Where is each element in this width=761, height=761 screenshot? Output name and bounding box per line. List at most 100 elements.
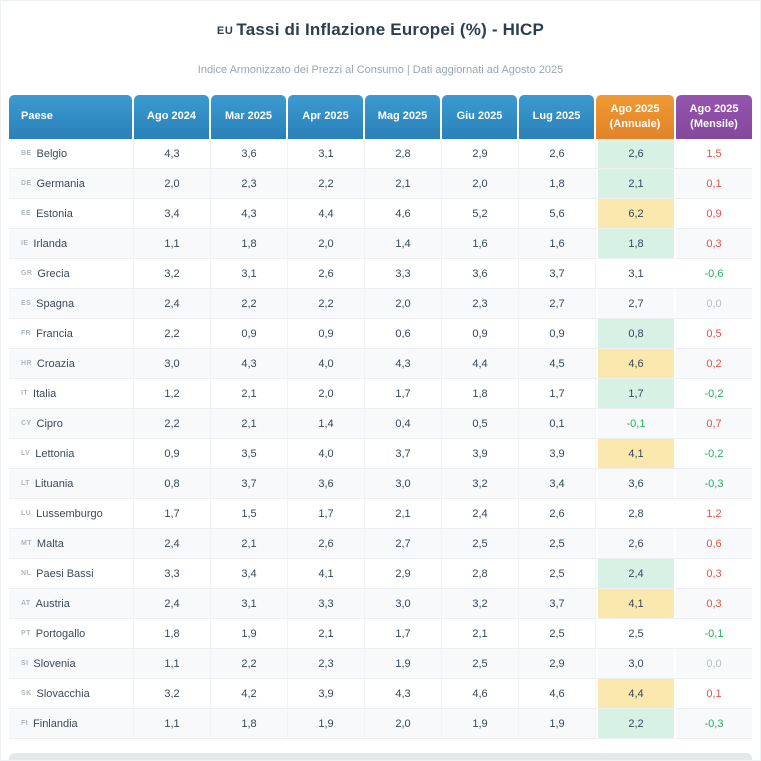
monthly-value-cell: -0,2: [704, 447, 724, 460]
value-cell-lug2025: 3,4: [519, 469, 596, 498]
column-header-ago2025m: Ago 2025 (Mensile): [676, 95, 752, 139]
country-cell: HR Croazia: [9, 349, 134, 378]
country-name: Slovenia: [33, 657, 76, 670]
table-row-es: ES Spagna 2,4 2,2 2,2 2,0 2,3 2,7 2,7 0,0: [9, 289, 752, 319]
value-cell-ago2024: 3,3: [134, 559, 211, 588]
value-cell-mag2025: 2,1: [365, 169, 442, 198]
country-code: DE: [21, 180, 32, 187]
country-cell: IT Italia: [9, 379, 134, 408]
value-cell-ago2024: 2,2: [134, 409, 211, 438]
country-cell: LV Lettonia: [9, 439, 134, 468]
column-header-sublabel: (Mensile): [690, 118, 738, 130]
value-cell-mag2025: 1,9: [365, 649, 442, 678]
value-cell-apr2025: 2,2: [288, 169, 365, 198]
table-row-it: IT Italia 1,2 2,1 2,0 1,7 1,8 1,7 1,7 -0,2: [9, 379, 752, 409]
value-cell-giu2025: 2,8: [442, 559, 519, 588]
value-cell-apr2025: 2,1: [288, 619, 365, 648]
country-name: Spagna: [36, 297, 75, 310]
value-cell-ago2024: 1,1: [134, 229, 211, 258]
value-cell-mag2025: 2,1: [365, 499, 442, 528]
country-name: Finlandia: [33, 717, 78, 730]
value-cell-mag2025: 2,8: [365, 139, 442, 168]
table-row-gr: GR Grecia 3,2 3,1 2,6 3,3 3,6 3,7 3,1 -0,6: [9, 259, 752, 289]
value-cell-apr2025: 1,9: [288, 709, 365, 738]
table-row-lu: LU Lussemburgo 1,7 1,5 1,7 2,1 2,4 2,6 2,8 1,2: [9, 499, 752, 529]
value-cell-giu2025: 5,2: [442, 199, 519, 228]
country-code: IE: [21, 240, 29, 247]
country-name: Lettonia: [35, 447, 75, 460]
monthly-value-cell: 1,5: [706, 147, 722, 160]
country-name: Malta: [36, 537, 64, 550]
value-cell-apr2025: 2,3: [288, 649, 365, 678]
value-cell-apr2025: 4,0: [288, 349, 365, 378]
value-cell-apr2025: 4,0: [288, 439, 365, 468]
value-cell-ago2024: 1,1: [134, 709, 211, 738]
column-header-mag2025: Mag 2025: [365, 95, 440, 139]
monthly-value-cell: 0,1: [706, 177, 722, 190]
annual-value-cell: 3,1: [596, 259, 676, 288]
annual-value-cell: 2,7: [596, 289, 676, 318]
value-cell-ago2024: 3,2: [134, 679, 211, 708]
value-cell-lug2025: 0,1: [519, 409, 596, 438]
monthly-value-cell: 1,2: [706, 507, 722, 520]
country-cell: PT Portogallo: [9, 619, 134, 648]
monthly-value-cell: -0,6: [704, 267, 724, 280]
value-cell-giu2025: 2,0: [442, 169, 519, 198]
value-cell-ago2024: 1,2: [134, 379, 211, 408]
table-row-cy: CY Cipro 2,2 2,1 1,4 0,4 0,5 0,1 -0,1 0,7: [9, 409, 752, 439]
column-header-label: Lug 2025: [532, 110, 581, 123]
country-cell: LT Lituania: [9, 469, 134, 498]
value-cell-mag2025: 2,7: [365, 529, 442, 558]
annual-value-cell: 0,8: [596, 319, 676, 348]
country-code: AT: [21, 600, 31, 607]
country-name: Croazia: [36, 357, 75, 370]
value-cell-mag2025: 3,0: [365, 589, 442, 618]
value-cell-ago2024: 3,2: [134, 259, 211, 288]
monthly-value-cell: 0,1: [706, 687, 722, 700]
value-cell-mag2025: 0,6: [365, 319, 442, 348]
value-cell-lug2025: 2,5: [519, 529, 596, 558]
table-row-lt: LT Lituania 0,8 3,7 3,6 3,0 3,2 3,4 3,6 -0,3: [9, 469, 752, 499]
value-cell-giu2025: 2,4: [442, 499, 519, 528]
value-cell-mag2025: 3,0: [365, 469, 442, 498]
value-cell-apr2025: 2,6: [288, 259, 365, 288]
table-row-be: BE Belgio 4,3 3,6 3,1 2,8 2,9 2,6 2,6 1,5: [9, 139, 752, 169]
value-cell-lug2025: 2,5: [519, 559, 596, 588]
monthly-value-cell: 0,9: [706, 207, 722, 220]
table-row-fr: FR Francia 2,2 0,9 0,9 0,6 0,9 0,9 0,8 0,5: [9, 319, 752, 349]
table-row-hr: HR Croazia 3,0 4,3 4,0 4,3 4,4 4,5 4,6 0,2: [9, 349, 752, 379]
value-cell-mar2025: 2,1: [211, 379, 288, 408]
country-name: Belgio: [36, 147, 68, 160]
value-cell-mar2025: 1,5: [211, 499, 288, 528]
value-cell-mar2025: 3,1: [211, 589, 288, 618]
annual-value-cell: 3,6: [596, 469, 676, 498]
value-cell-lug2025: 3,9: [519, 439, 596, 468]
value-cell-mar2025: 4,2: [211, 679, 288, 708]
country-code: FR: [21, 330, 32, 337]
value-cell-mag2025: 3,7: [365, 439, 442, 468]
annual-value-cell: 6,2: [596, 199, 676, 228]
value-cell-mar2025: 3,4: [211, 559, 288, 588]
annual-value-cell: 4,1: [596, 439, 676, 468]
monthly-value-cell: 0,2: [706, 357, 722, 370]
column-header-label: Apr 2025: [302, 110, 349, 123]
country-name: Francia: [36, 327, 73, 340]
column-header-label: Mar 2025: [224, 110, 273, 123]
country-code: NL: [21, 570, 32, 577]
column-header-ago2024: Ago 2024: [134, 95, 209, 139]
monthly-value-cell: 0,7: [706, 417, 722, 430]
table-row-ie: IE Irlanda 1,1 1,8 2,0 1,4 1,6 1,6 1,8 0,3: [9, 229, 752, 259]
value-cell-mag2025: 1,7: [365, 379, 442, 408]
value-cell-apr2025: 4,1: [288, 559, 365, 588]
value-cell-ago2024: 3,0: [134, 349, 211, 378]
column-header-ago2025a: Ago 2025 (Annuale): [596, 95, 674, 139]
country-name: Germania: [36, 177, 85, 190]
country-code: GR: [21, 270, 33, 277]
annual-value-cell: 2,8: [596, 499, 676, 528]
country-code: PT: [21, 630, 31, 637]
table-row-lv: LV Lettonia 0,9 3,5 4,0 3,7 3,9 3,9 4,1 -0,2: [9, 439, 752, 469]
country-name: Italia: [33, 387, 57, 400]
value-cell-ago2024: 2,4: [134, 529, 211, 558]
annual-value-cell: 2,1: [596, 169, 676, 198]
eu-title-prefix: EU: [216, 25, 234, 37]
